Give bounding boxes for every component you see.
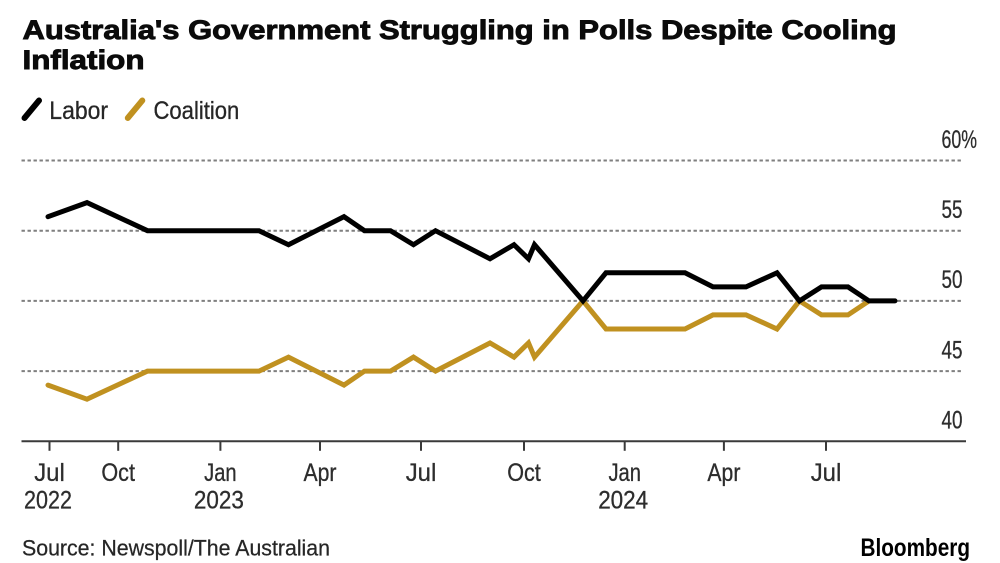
svg-text:Apr: Apr: [304, 459, 337, 487]
svg-text:2022: 2022: [24, 486, 72, 514]
svg-text:60%: 60%: [942, 126, 978, 154]
svg-text:2024: 2024: [598, 486, 648, 514]
svg-text:Labor: Labor: [49, 97, 108, 125]
svg-text:Apr: Apr: [707, 459, 740, 487]
svg-text:Bloomberg: Bloomberg: [861, 534, 971, 562]
svg-text:55: 55: [942, 196, 963, 224]
svg-text:Coalition: Coalition: [154, 97, 240, 125]
svg-text:Jan: Jan: [204, 459, 237, 487]
svg-text:Oct: Oct: [507, 459, 541, 487]
svg-text:Australia's Government Struggl: Australia's Government Struggling in Pol…: [23, 15, 897, 45]
svg-text:Jan: Jan: [608, 459, 641, 487]
svg-text:40: 40: [942, 407, 963, 435]
svg-text:Jul: Jul: [406, 459, 437, 487]
svg-text:Jul: Jul: [811, 459, 842, 487]
svg-text:Source: Newspoll/The Australia: Source: Newspoll/The Australian: [22, 536, 330, 561]
svg-text:Oct: Oct: [101, 459, 135, 487]
svg-text:Jul: Jul: [34, 459, 65, 487]
svg-text:45: 45: [942, 336, 963, 364]
svg-text:Inflation: Inflation: [23, 45, 145, 75]
svg-text:2023: 2023: [194, 486, 244, 514]
svg-text:50: 50: [942, 266, 963, 294]
